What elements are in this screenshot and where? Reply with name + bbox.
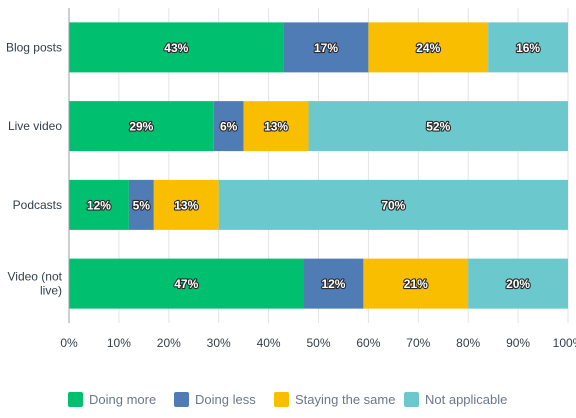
x-tick-label: 20% (157, 336, 181, 350)
x-tick-label: 30% (207, 336, 231, 350)
legend-label: Staying the same (295, 392, 395, 407)
data-label: 20% (506, 277, 530, 291)
legend-label: Doing more (89, 392, 156, 407)
legend-swatch (68, 392, 83, 407)
legend-swatch (274, 392, 289, 407)
bar-segment (368, 22, 489, 73)
data-label: 24% (416, 41, 440, 55)
data-label: 13% (264, 120, 288, 134)
legend-swatch (404, 392, 419, 407)
x-tick-label: 70% (406, 336, 430, 350)
x-tick-label: 60% (356, 336, 380, 350)
data-label: 47% (174, 277, 198, 291)
bar-segment (128, 179, 154, 230)
data-label: 12% (321, 277, 345, 291)
category-label: Live video (8, 119, 62, 133)
bar-segment (303, 258, 364, 309)
x-tick-label: 80% (456, 336, 480, 350)
bar-segment (488, 22, 568, 73)
data-label: 29% (129, 120, 153, 134)
bar-segment (218, 179, 568, 230)
data-label: 52% (426, 120, 450, 134)
x-tick-label: 50% (306, 336, 330, 350)
data-label: 5% (133, 198, 151, 212)
bar-segment (363, 258, 469, 309)
legend-swatch (174, 392, 189, 407)
data-label: 70% (381, 198, 405, 212)
category-label: Blog posts (6, 40, 62, 54)
data-label: 13% (174, 198, 198, 212)
legend: Doing more Doing less Staying the same Not … (68, 392, 507, 407)
data-labels: 43% 17% 24% 16% 29% 6% 13% 52% 12% 5% 13% 70% 47% 12%… (86, 40, 542, 292)
bar-segment (69, 258, 304, 309)
data-label: 17% (314, 41, 338, 55)
bar-segment (153, 179, 219, 230)
data-label: 43% (164, 41, 188, 55)
data-label: 21% (404, 277, 428, 291)
bars (69, 22, 568, 309)
category-label: Podcasts (13, 198, 62, 212)
bar-segment (69, 22, 284, 73)
x-tick-label: 10% (107, 336, 131, 350)
data-label: 12% (87, 198, 111, 212)
x-tick-label: 100% (553, 336, 576, 350)
legend-label: Not applicable (425, 392, 507, 407)
x-tick-label: 0% (60, 336, 78, 350)
bar-segment (283, 22, 369, 73)
axes: 0% 10% 20% 30% 40% 50% 60% 70% 80% 90% 100% Blog po… (6, 8, 576, 350)
bar-segment (308, 101, 568, 152)
bar-segment (213, 101, 244, 152)
data-label: 6% (220, 120, 238, 134)
x-tick-label: 40% (257, 336, 281, 350)
legend-label: Doing less (195, 392, 256, 407)
bar-segment (243, 101, 309, 152)
category-label: Video (not live) (8, 270, 63, 298)
bar-segment (69, 179, 129, 230)
x-tick-label: 90% (506, 336, 530, 350)
data-label: 16% (516, 41, 540, 55)
bar-segment (69, 101, 214, 152)
bar-segment (468, 258, 568, 309)
